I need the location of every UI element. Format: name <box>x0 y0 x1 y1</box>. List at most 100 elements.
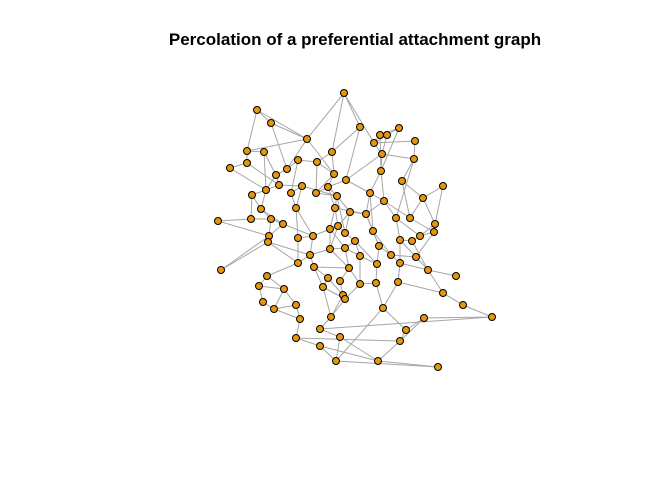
graph-edge <box>270 122 288 170</box>
graph-edge <box>282 223 314 237</box>
graph-edges <box>217 92 493 368</box>
graph-node <box>394 278 402 286</box>
graph-node <box>416 232 424 240</box>
graph-node <box>375 242 383 250</box>
graph-edge <box>372 230 392 256</box>
graph-edge <box>380 170 385 202</box>
graph-edge <box>377 360 439 368</box>
graph-node <box>292 301 300 309</box>
graph-node <box>392 214 400 222</box>
graph-edge <box>462 304 493 318</box>
graph-edge <box>267 241 299 264</box>
graph-node <box>341 229 349 237</box>
graph-node <box>292 204 300 212</box>
graph-node <box>336 277 344 285</box>
graph-node <box>342 176 350 184</box>
graph-node <box>459 301 467 309</box>
graph-node <box>412 253 420 261</box>
graph-node <box>398 177 406 185</box>
graph-edge <box>329 228 346 249</box>
graph-edge <box>313 266 350 269</box>
graph-node <box>340 89 348 97</box>
graph-edge <box>343 92 361 128</box>
graph-edge <box>335 336 341 362</box>
graph-edge <box>319 345 379 362</box>
graph-edge <box>369 192 374 232</box>
graph-node <box>396 337 404 345</box>
graph-node <box>306 251 314 259</box>
graph-edge <box>411 240 429 271</box>
graph-node <box>243 159 251 167</box>
graph-edge <box>263 151 277 176</box>
graph-node <box>356 123 364 131</box>
graph-edge <box>390 254 417 258</box>
graph-node <box>410 155 418 163</box>
graph-node <box>411 137 419 145</box>
graph-node <box>378 150 386 158</box>
graph-edge <box>339 336 379 362</box>
graph-edge <box>295 337 321 347</box>
graph-edge <box>329 225 339 250</box>
graph-edge <box>246 109 258 152</box>
graph-node <box>324 274 332 282</box>
graph-node <box>253 106 261 114</box>
graph-node <box>383 131 391 139</box>
graph-node <box>313 158 321 166</box>
graph-node <box>294 234 302 242</box>
graph-node <box>279 220 287 228</box>
graph-edge <box>250 194 253 220</box>
graph-edge <box>336 195 346 234</box>
graph-edge <box>295 207 314 237</box>
graph-node <box>243 147 251 155</box>
graph-node <box>356 280 364 288</box>
graph-node <box>294 156 302 164</box>
graph-edge <box>306 138 335 175</box>
graph-node <box>334 222 342 230</box>
graph-node <box>309 232 317 240</box>
graph-node <box>267 119 275 127</box>
graph-node <box>351 237 359 245</box>
plot-title: Percolation of a preferential attachment… <box>168 30 542 49</box>
graph-edge <box>422 197 436 225</box>
graph-edge <box>373 140 416 144</box>
graph-node <box>255 282 263 290</box>
graph-nodes <box>214 89 496 371</box>
graph-edge <box>343 92 375 144</box>
graph-edge <box>331 92 345 153</box>
graph-node <box>287 189 295 197</box>
graph-node <box>280 285 288 293</box>
graph-edge <box>267 241 311 256</box>
graph-node <box>248 191 256 199</box>
graph-node <box>312 189 320 197</box>
graph-node <box>402 326 410 334</box>
graph-node <box>330 170 338 178</box>
graph-edge <box>369 170 382 194</box>
graph-edge <box>382 281 399 309</box>
graph-edge <box>329 248 350 269</box>
graph-node <box>316 342 324 350</box>
graph-node <box>341 244 349 252</box>
graph-edge <box>335 360 439 368</box>
graph-node <box>362 210 370 218</box>
graph-node <box>356 252 364 260</box>
graph-node <box>434 363 442 371</box>
graph-node <box>366 189 374 197</box>
graph-node <box>430 228 438 236</box>
graph-node <box>336 333 344 341</box>
graph-node <box>369 227 377 235</box>
graph-edge <box>270 122 308 140</box>
graph-node <box>263 272 271 280</box>
graph-node <box>439 182 447 190</box>
graph-edge <box>401 180 411 219</box>
graph-node <box>264 238 272 246</box>
graph-node <box>259 298 267 306</box>
graph-edge <box>246 138 308 152</box>
graph-edge <box>383 200 411 219</box>
graph-node <box>377 167 385 175</box>
graph-edge <box>220 235 270 271</box>
graph-node <box>327 313 335 321</box>
graph-node <box>396 236 404 244</box>
graph-edge <box>381 153 415 160</box>
graph-node <box>326 225 334 233</box>
graph-edge <box>345 179 371 194</box>
